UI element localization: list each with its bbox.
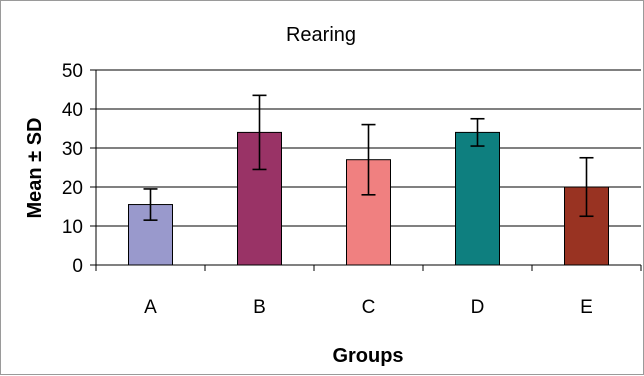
- bar-d: [455, 131, 500, 266]
- y-tick-label: 50: [62, 61, 83, 82]
- chart-title: Rearing: [286, 24, 356, 46]
- y-tick-label: 10: [62, 217, 83, 238]
- y-tick-label: 30: [62, 139, 83, 160]
- x-tick-label: A: [144, 297, 157, 318]
- x-tick-label: C: [362, 297, 376, 318]
- bars: [128, 131, 609, 266]
- x-tick-label: D: [471, 297, 485, 318]
- error-bars: [143, 94, 594, 221]
- y-tick-label: 40: [62, 100, 83, 121]
- y-tick-label: 0: [72, 256, 83, 277]
- x-axis-label: Groups: [332, 345, 403, 367]
- x-tick-label: B: [253, 297, 266, 318]
- y-axis-label: Mean ± SD: [24, 118, 46, 219]
- axes: [90, 69, 642, 271]
- y-tick-label: 20: [62, 178, 83, 199]
- x-tick-labels: A B C D E: [144, 297, 593, 318]
- x-tick-label: E: [580, 297, 593, 318]
- y-tick-labels: 0 10 20 30 40 50: [62, 61, 83, 277]
